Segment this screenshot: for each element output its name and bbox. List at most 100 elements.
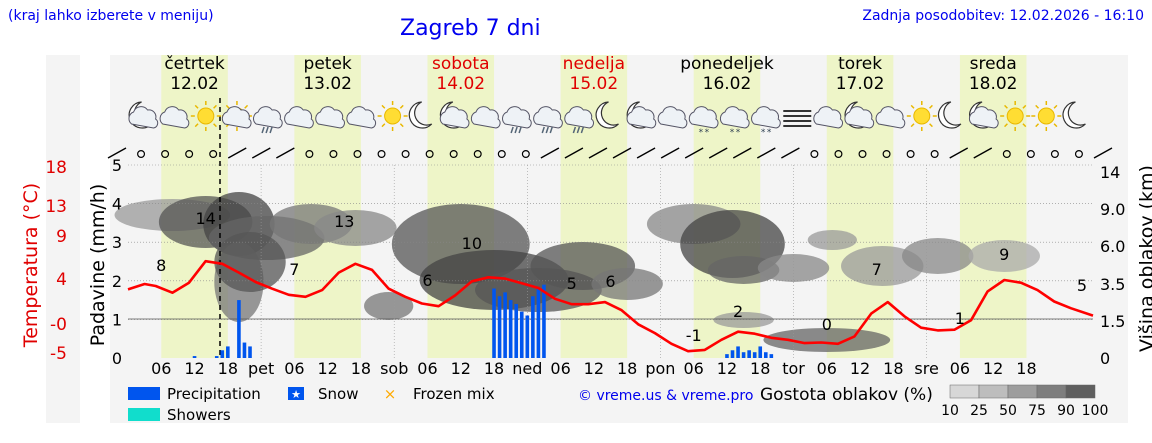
cloud-density-area [364, 292, 414, 320]
precipitation-bar [503, 292, 507, 358]
precipitation-bar [226, 346, 230, 358]
sun-ray [910, 123, 915, 128]
fog-icon [783, 110, 812, 127]
sun-ray [929, 104, 933, 109]
day-date: 16.02 [703, 74, 752, 94]
temperature-label: 2 [733, 302, 743, 321]
daylight-band [826, 55, 894, 358]
cloud-shape [128, 106, 159, 129]
cloud-density-area [713, 312, 774, 328]
density-tick: 100 [1082, 403, 1109, 419]
time-tick: 18 [883, 359, 903, 378]
snow-legend: Snow [318, 385, 358, 403]
menu-hint: (kraj lahko izberete v meniju) [8, 8, 214, 24]
precipitation-bar [763, 352, 768, 358]
temperature-tick: -0 [50, 315, 67, 335]
cloud-shape [284, 106, 314, 129]
cloud-shape [657, 106, 688, 129]
cloud-density-area [968, 240, 1040, 272]
cloud-height-tick: 14 [1100, 163, 1120, 182]
cloud-height-tick: 9.0 [1100, 200, 1125, 219]
rain-drop [510, 126, 514, 134]
wind-barb [251, 147, 271, 159]
cloud-height-axis-title: Višina oblakov (km) [1136, 165, 1152, 352]
sun-ray [244, 104, 249, 109]
day-name: četrtek [164, 54, 225, 74]
wind-barb [540, 147, 560, 159]
wind-calm [497, 150, 506, 159]
left-panel [46, 55, 80, 423]
temperature-axis-title: Temperatura (°C) [20, 182, 42, 348]
precipitation-bar [192, 356, 197, 358]
cloud-snow-icon: * * [751, 106, 781, 138]
cloud-icon [159, 106, 190, 129]
cloud-shape [564, 106, 594, 129]
time-tick: 06 [684, 359, 704, 378]
cloud-shape [159, 106, 190, 129]
cloud-shape [533, 106, 563, 129]
cloud-rain-icon [502, 106, 532, 134]
time-tick: 18 [351, 359, 371, 378]
sun-disc [913, 107, 931, 125]
wind-barb [107, 147, 127, 159]
rain-drop [269, 126, 273, 134]
time-tick: pon [645, 359, 675, 378]
wind-calm [305, 150, 314, 159]
wind-calm [353, 150, 362, 159]
wind-barb [564, 147, 584, 159]
wind-barb [612, 147, 632, 159]
credit-link[interactable]: © vreme.us & vreme.pro [578, 388, 754, 404]
precipitation-tick: 0 [112, 349, 122, 368]
time-tick: 06 [284, 359, 304, 378]
time-tick: tor [782, 359, 805, 378]
density-swatch [1065, 384, 1096, 399]
wind-barb [227, 147, 247, 159]
cloud-shape [346, 106, 377, 129]
snow-flake: * [699, 128, 704, 138]
temperature-tick: 13 [45, 197, 67, 217]
precipitation-bar [220, 350, 225, 358]
moon-shape [937, 101, 962, 129]
temperature-label: 1 [955, 309, 965, 328]
density-swatch [1036, 384, 1067, 399]
time-tick: 18 [484, 359, 504, 378]
wind-calm [185, 150, 194, 159]
precipitation-bar [237, 300, 241, 358]
cloud-shape [813, 106, 844, 129]
temperature-label: 8 [156, 256, 166, 275]
sun-ray [1022, 123, 1027, 128]
day-date: 12.02 [170, 74, 219, 94]
precipitation-bar [519, 311, 524, 358]
precipitation-bar [758, 346, 763, 358]
moon-icon [937, 101, 962, 129]
moon-cloud-icon [626, 101, 657, 129]
sun-ray [910, 104, 915, 109]
time-tick: 12 [317, 359, 337, 378]
time-tick: 18 [617, 359, 637, 378]
sun-ray [399, 123, 404, 128]
page-title: Zagreb 7 dni [400, 16, 541, 41]
rain-drop [518, 126, 522, 134]
cloud-icon [657, 106, 688, 129]
cloud-shape [688, 106, 719, 129]
wind-calm [377, 150, 386, 159]
cloud-snow-icon: * * [688, 106, 719, 138]
rain-drop [549, 126, 553, 134]
cloud-icon [284, 106, 314, 129]
cloud-shape [253, 106, 283, 129]
precipitation-bar [769, 354, 774, 358]
precipitation-bar [248, 346, 252, 358]
cloud-density-area [763, 328, 891, 352]
time-tick: 06 [417, 359, 437, 378]
moon-cloud-icon [439, 101, 470, 129]
wind-calm [329, 150, 338, 159]
time-tick: 12 [850, 359, 870, 378]
wind-barb [949, 147, 969, 159]
temperature-label: 14 [195, 209, 215, 228]
sun-icon [1031, 101, 1062, 131]
rain-drop [572, 126, 577, 134]
precipitation-tick: 3 [112, 233, 122, 252]
moon-shape [408, 101, 433, 129]
precipitation-bar [531, 296, 535, 358]
